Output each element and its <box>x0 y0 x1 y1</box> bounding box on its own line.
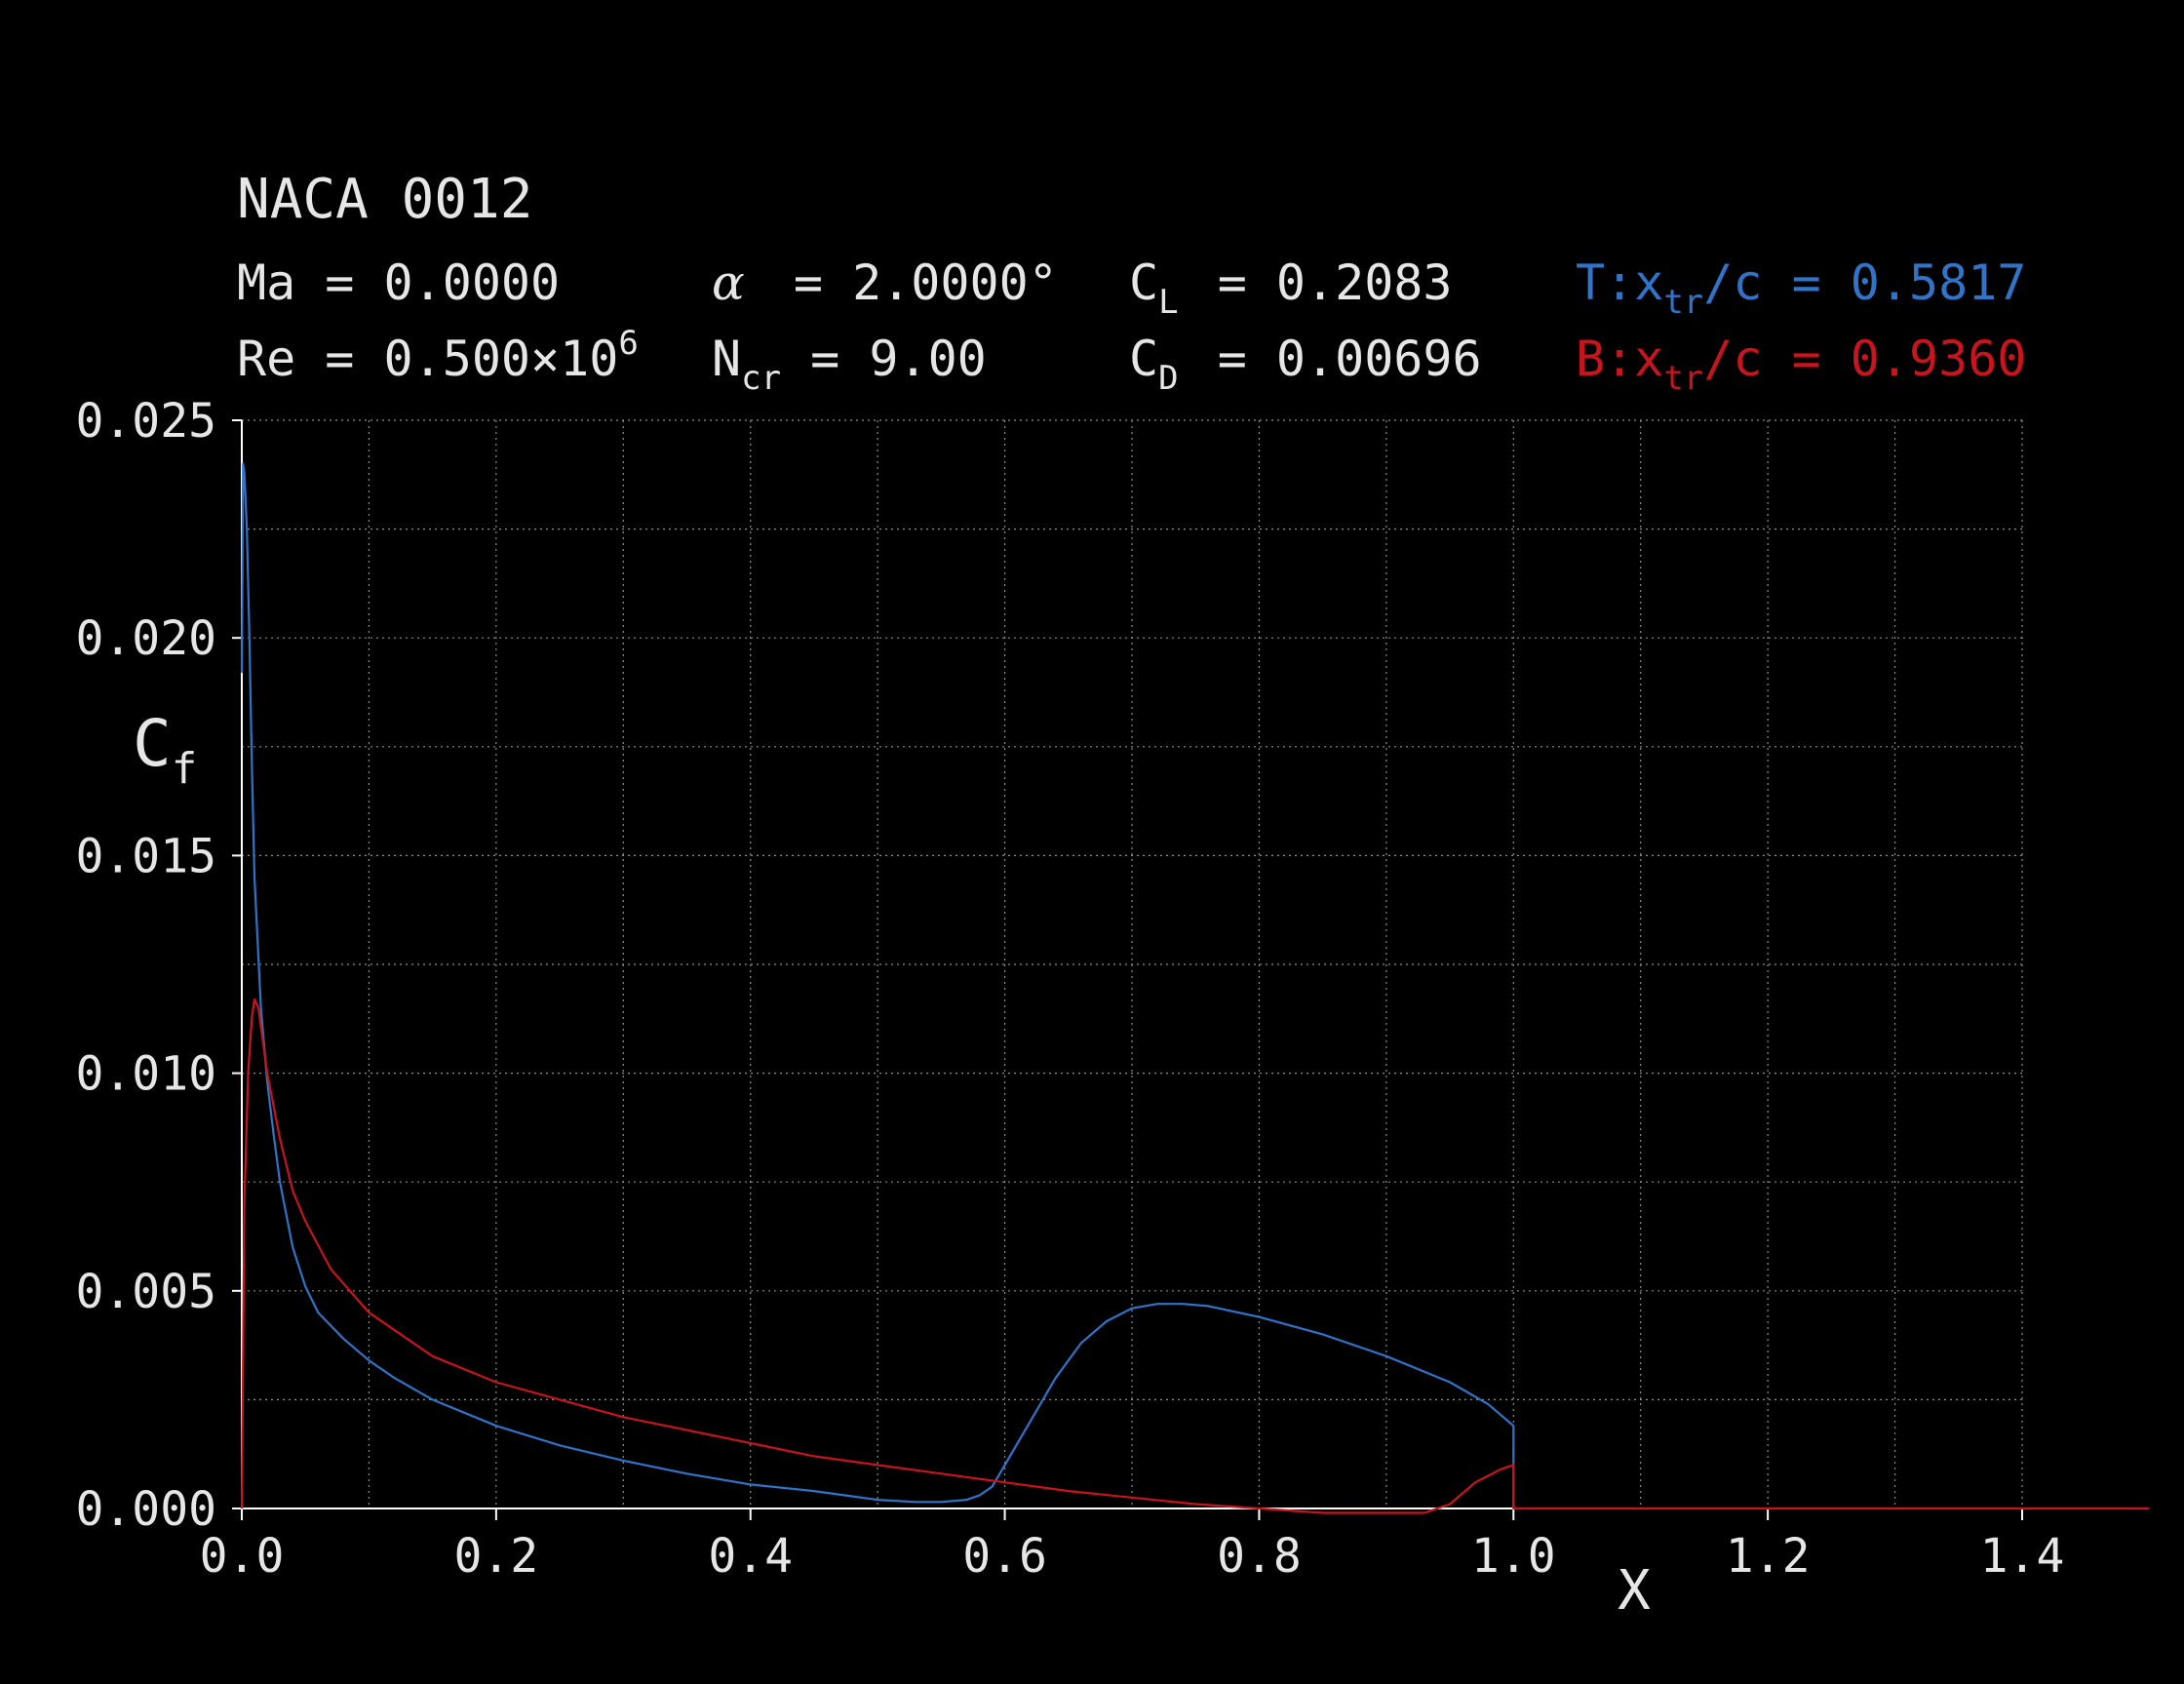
re-main: Re = 0.500×10 <box>237 331 618 387</box>
chart-title: NACA 0012 <box>237 168 532 231</box>
y-tick-label: 0.025 <box>76 394 217 449</box>
y-tick-label: 0.020 <box>76 611 217 666</box>
x-tick-label: 0.6 <box>962 1529 1047 1584</box>
alpha-value: = 2.0000° <box>764 255 1058 311</box>
x-tick-label: 1.2 <box>1726 1529 1811 1584</box>
x-tick-label: 0.8 <box>1217 1529 1302 1584</box>
reynolds-number: Re = 0.500×106 <box>237 324 639 387</box>
cl-value: = 0.2083 <box>1189 255 1453 311</box>
y-tick-label: 0.000 <box>76 1482 217 1537</box>
bot-tr-value: /c = 0.9360 <box>1703 331 2026 387</box>
cl-main: C <box>1129 255 1158 311</box>
x-tick-label: 1.4 <box>1980 1529 2065 1584</box>
bot-tr-sub: tr <box>1663 359 1703 398</box>
ncrit: Ncr = 9.00 <box>712 331 987 398</box>
x-tick-label: 0.0 <box>200 1529 285 1584</box>
bot-tr-pre: B:x <box>1576 331 1663 387</box>
lift-coefficient: CL = 0.2083 <box>1129 255 1453 322</box>
parameter-row-1: Ma = 0.0000 α = 2.0000° CL = 0.2083 T:xt… <box>237 255 2026 322</box>
cl-sub: L <box>1158 283 1178 322</box>
top-tr-sub: tr <box>1663 283 1703 322</box>
y-tick-label: 0.005 <box>76 1265 217 1319</box>
alpha-symbol: α <box>712 255 745 311</box>
y-tick-label: 0.015 <box>76 829 217 883</box>
x-tick-label: 0.2 <box>454 1529 539 1584</box>
y-label-sub: f <box>172 744 198 794</box>
tick-labels: 0.000 0.005 0.010 0.015 0.020 0.025 0.0 0.2 0.4 0… <box>76 394 2065 1584</box>
top-tr-pre: T:x <box>1576 255 1663 311</box>
y-label-main: C <box>133 706 172 781</box>
ncr-sub: cr <box>741 359 781 398</box>
re-exponent: 6 <box>618 324 638 363</box>
y-tick-label: 0.010 <box>76 1047 217 1102</box>
series <box>240 462 2150 1514</box>
bottom-surface-cf-line <box>240 998 2150 1514</box>
y-axis-label: Cf <box>133 706 197 794</box>
drag-coefficient: CD = 0.00696 <box>1129 331 1482 398</box>
cd-value: = 0.00696 <box>1189 331 1482 387</box>
x-tick-label: 0.4 <box>708 1529 793 1584</box>
x-tick-label: 1.0 <box>1471 1529 1556 1584</box>
cd-main: C <box>1129 331 1158 387</box>
top-transition: T:xtr/c = 0.5817 <box>1576 255 2026 322</box>
bottom-transition: B:xtr/c = 0.9360 <box>1576 331 2026 398</box>
ncr-value: = 9.00 <box>781 331 987 387</box>
angle-of-attack: α = 2.0000° <box>712 255 1058 311</box>
mach-number: Ma = 0.0000 <box>237 255 560 311</box>
cd-sub: D <box>1158 359 1178 398</box>
top-tr-value: /c = 0.5817 <box>1703 255 2026 311</box>
parameter-row-2: Re = 0.500×106 Ncr = 9.00 CD = 0.00696 B… <box>237 324 2026 398</box>
ncr-main: N <box>712 331 741 387</box>
x-axis-label: X <box>1618 1559 1651 1623</box>
grid <box>242 419 2023 1508</box>
